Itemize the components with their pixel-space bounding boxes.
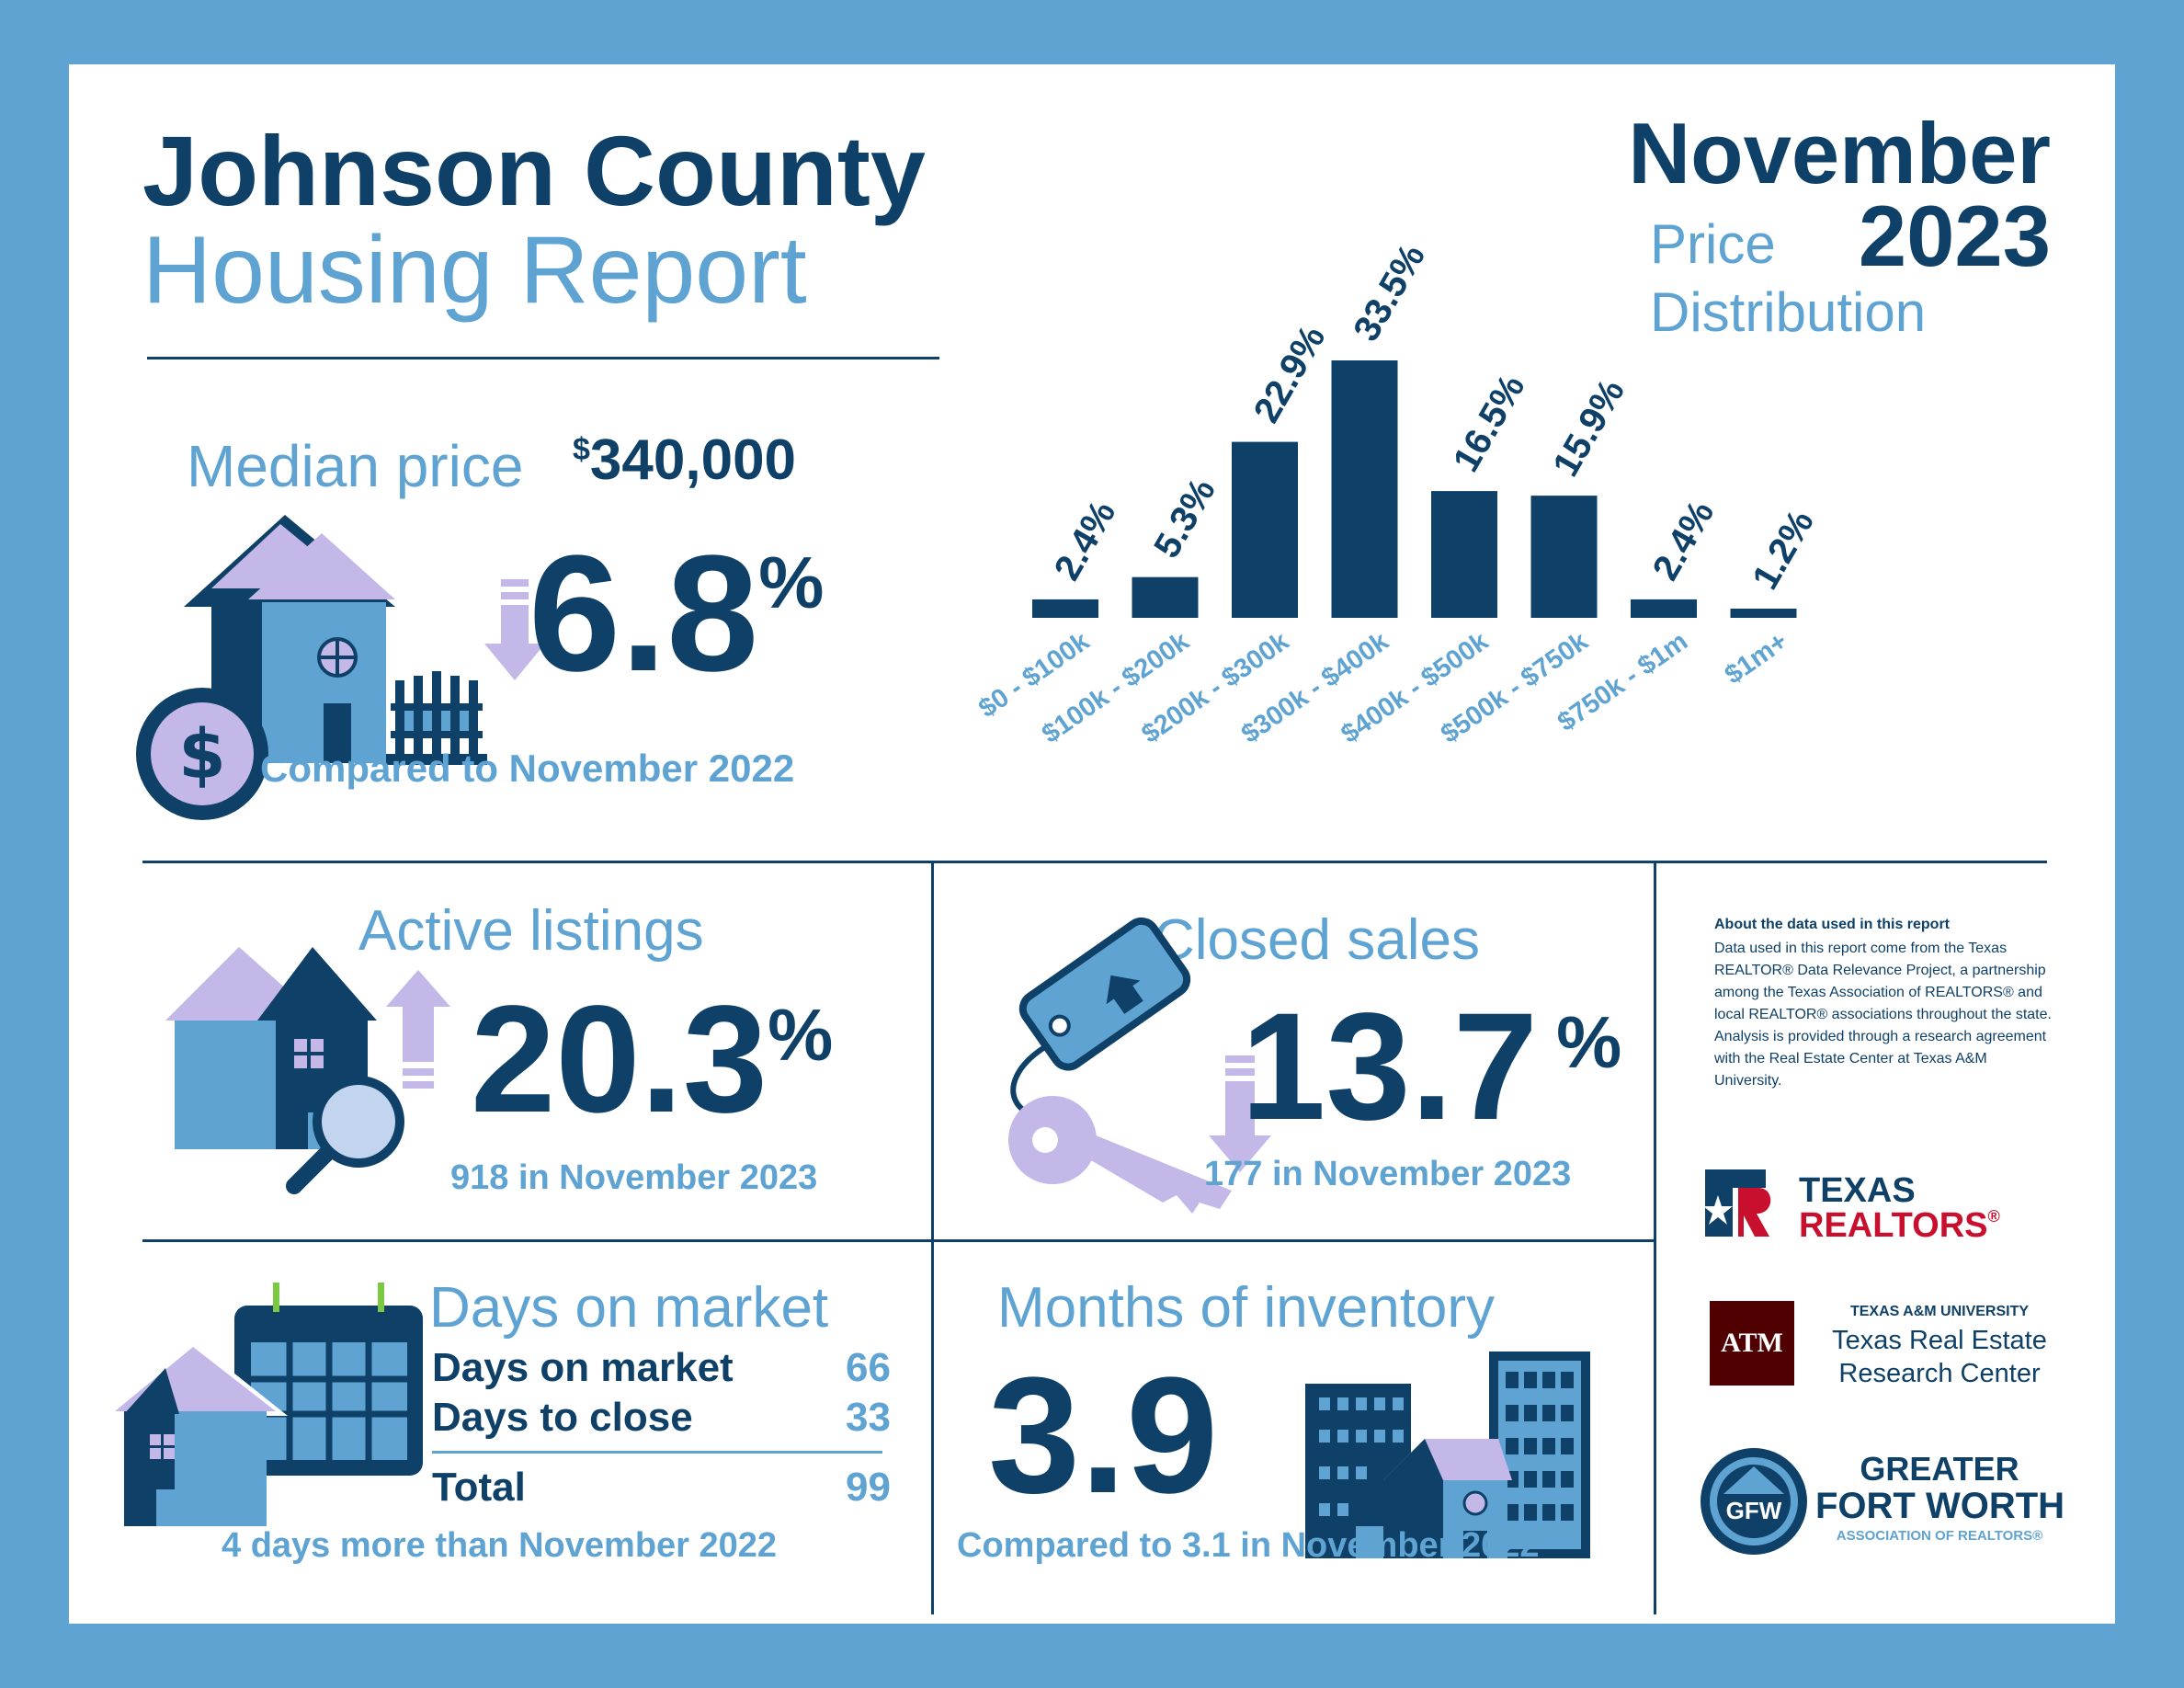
dom-total-divider xyxy=(432,1451,882,1454)
bar-4 xyxy=(1331,360,1398,618)
chart-title-line1: Price xyxy=(1650,213,1776,275)
texas-realtors-name: REALTORS xyxy=(1799,1206,1988,1245)
closed-change-pct: % xyxy=(1556,1001,1622,1083)
dom-compare-text: 4 days more than November 2022 xyxy=(222,1526,778,1565)
section-divider-middle xyxy=(142,1239,1655,1242)
category-label-8: $1m+ xyxy=(1720,627,1793,690)
report-subtitle: Housing Report xyxy=(142,217,807,324)
bar-value-label-1: 2.4% xyxy=(1047,494,1124,587)
bar-3 xyxy=(1232,441,1298,618)
buildings-icon xyxy=(1305,1352,1590,1558)
tamu-center-line2: Research Center xyxy=(1838,1359,2041,1388)
svg-text:$: $ xyxy=(178,715,226,794)
bar-value-label-7: 2.4% xyxy=(1645,494,1723,587)
texas-realtors-registered: ® xyxy=(1987,1207,2000,1226)
bar-5 xyxy=(1431,491,1497,618)
texas-realtors-line1: TEXAS xyxy=(1799,1171,1916,1210)
bar-value-label-5: 16.5% xyxy=(1446,368,1533,478)
closed-detail-text: 177 in November 2023 xyxy=(1204,1155,1572,1193)
bar-2 xyxy=(1132,576,1199,618)
house-money-icon: $ xyxy=(136,515,545,820)
bar-value-label-4: 33.5% xyxy=(1346,237,1433,348)
active-detail-text: 918 in November 2023 xyxy=(450,1158,818,1197)
gfw-logo-mark: GFW xyxy=(1701,1448,1807,1555)
gfw-line2: FORT WORTH xyxy=(1815,1486,2065,1526)
inventory-compare-text: Compared to 3.1 in November 2022 xyxy=(957,1526,1540,1565)
calendar-house-icon xyxy=(106,1283,423,1526)
closed-sales-title: Closed sales xyxy=(1154,908,1480,972)
currency-symbol: $ xyxy=(573,432,590,467)
bar-value-label-6: 15.9% xyxy=(1545,372,1632,483)
header-divider xyxy=(147,357,939,359)
section-divider-vertical-right xyxy=(1654,862,1656,1614)
active-change-value: 20.3% xyxy=(471,984,833,1136)
median-compare-text: Compared to November 2022 xyxy=(260,747,795,790)
days-on-market-title: Days on market xyxy=(429,1276,829,1340)
bar-8 xyxy=(1730,608,1797,618)
bar-value-label-3: 22.9% xyxy=(1246,319,1334,429)
closed-change-value: 13.7% xyxy=(1241,991,1621,1144)
median-price-number: 340,000 xyxy=(589,428,797,492)
bar-6 xyxy=(1530,496,1598,618)
section-divider-horizontal xyxy=(142,861,2047,863)
dom-row2-value: 33 xyxy=(846,1395,891,1440)
closed-change-number: 13.7 xyxy=(1241,982,1539,1152)
months-inventory-value: 3.9 xyxy=(988,1343,1219,1528)
active-change-number: 20.3 xyxy=(471,975,768,1145)
texas-realtors-line2: REALTORS® xyxy=(1799,1208,2000,1243)
median-price-value: $340,000 xyxy=(573,432,796,489)
texas-realtors-logo-mark xyxy=(1703,1169,1771,1237)
bar-value-label-8: 1.2% xyxy=(1745,504,1822,597)
active-listings-title: Active listings xyxy=(358,899,704,963)
months-inventory-title: Months of inventory xyxy=(997,1276,1496,1340)
tamu-center-line1: Texas Real Estate xyxy=(1832,1326,2047,1355)
tag-key-icon xyxy=(1008,917,1271,1214)
house-search-icon xyxy=(165,947,450,1194)
report-year: 2023 xyxy=(1858,188,2051,284)
tamu-logo-mark: ATM xyxy=(1710,1301,1794,1386)
dom-row2-label: Days to close xyxy=(432,1395,693,1440)
tamu-logo-letters: ATM xyxy=(1721,1328,1783,1358)
about-heading: About the data used in this report xyxy=(1714,917,1951,932)
median-change-number: 6.8 xyxy=(529,521,759,706)
county-title: Johnson County xyxy=(142,115,926,226)
median-change-pct: % xyxy=(758,542,825,623)
tamu-university-name: TEXAS A&M UNIVERSITY xyxy=(1849,1304,2030,1319)
active-change-pct: % xyxy=(768,994,834,1076)
chart-title-line2: Distribution xyxy=(1650,281,1927,343)
section-divider-vertical-left xyxy=(931,862,934,1614)
median-price-label: Median price xyxy=(187,433,524,499)
bar-1 xyxy=(1032,599,1098,618)
report-month: November xyxy=(1628,105,2051,201)
about-body: Data used in this report come from the T… xyxy=(1714,941,2052,1089)
bar-7 xyxy=(1631,599,1697,618)
dom-row1-label: Days on market xyxy=(432,1345,734,1390)
gfw-line1: GREATER xyxy=(1860,1450,2019,1488)
median-change-value: 6.8% xyxy=(529,531,824,697)
report-panel: Johnson County Housing Report November 2… xyxy=(69,64,2115,1624)
dom-row1-value: 66 xyxy=(846,1345,891,1390)
gfw-line3: ASSOCIATION OF REALTORS® xyxy=(1836,1528,2043,1544)
dom-total-label: Total xyxy=(432,1465,526,1510)
dom-total-value: 99 xyxy=(846,1465,891,1510)
bar-value-label-2: 5.3% xyxy=(1146,472,1223,565)
gfw-logo-letters: GFW xyxy=(1726,1497,1782,1524)
